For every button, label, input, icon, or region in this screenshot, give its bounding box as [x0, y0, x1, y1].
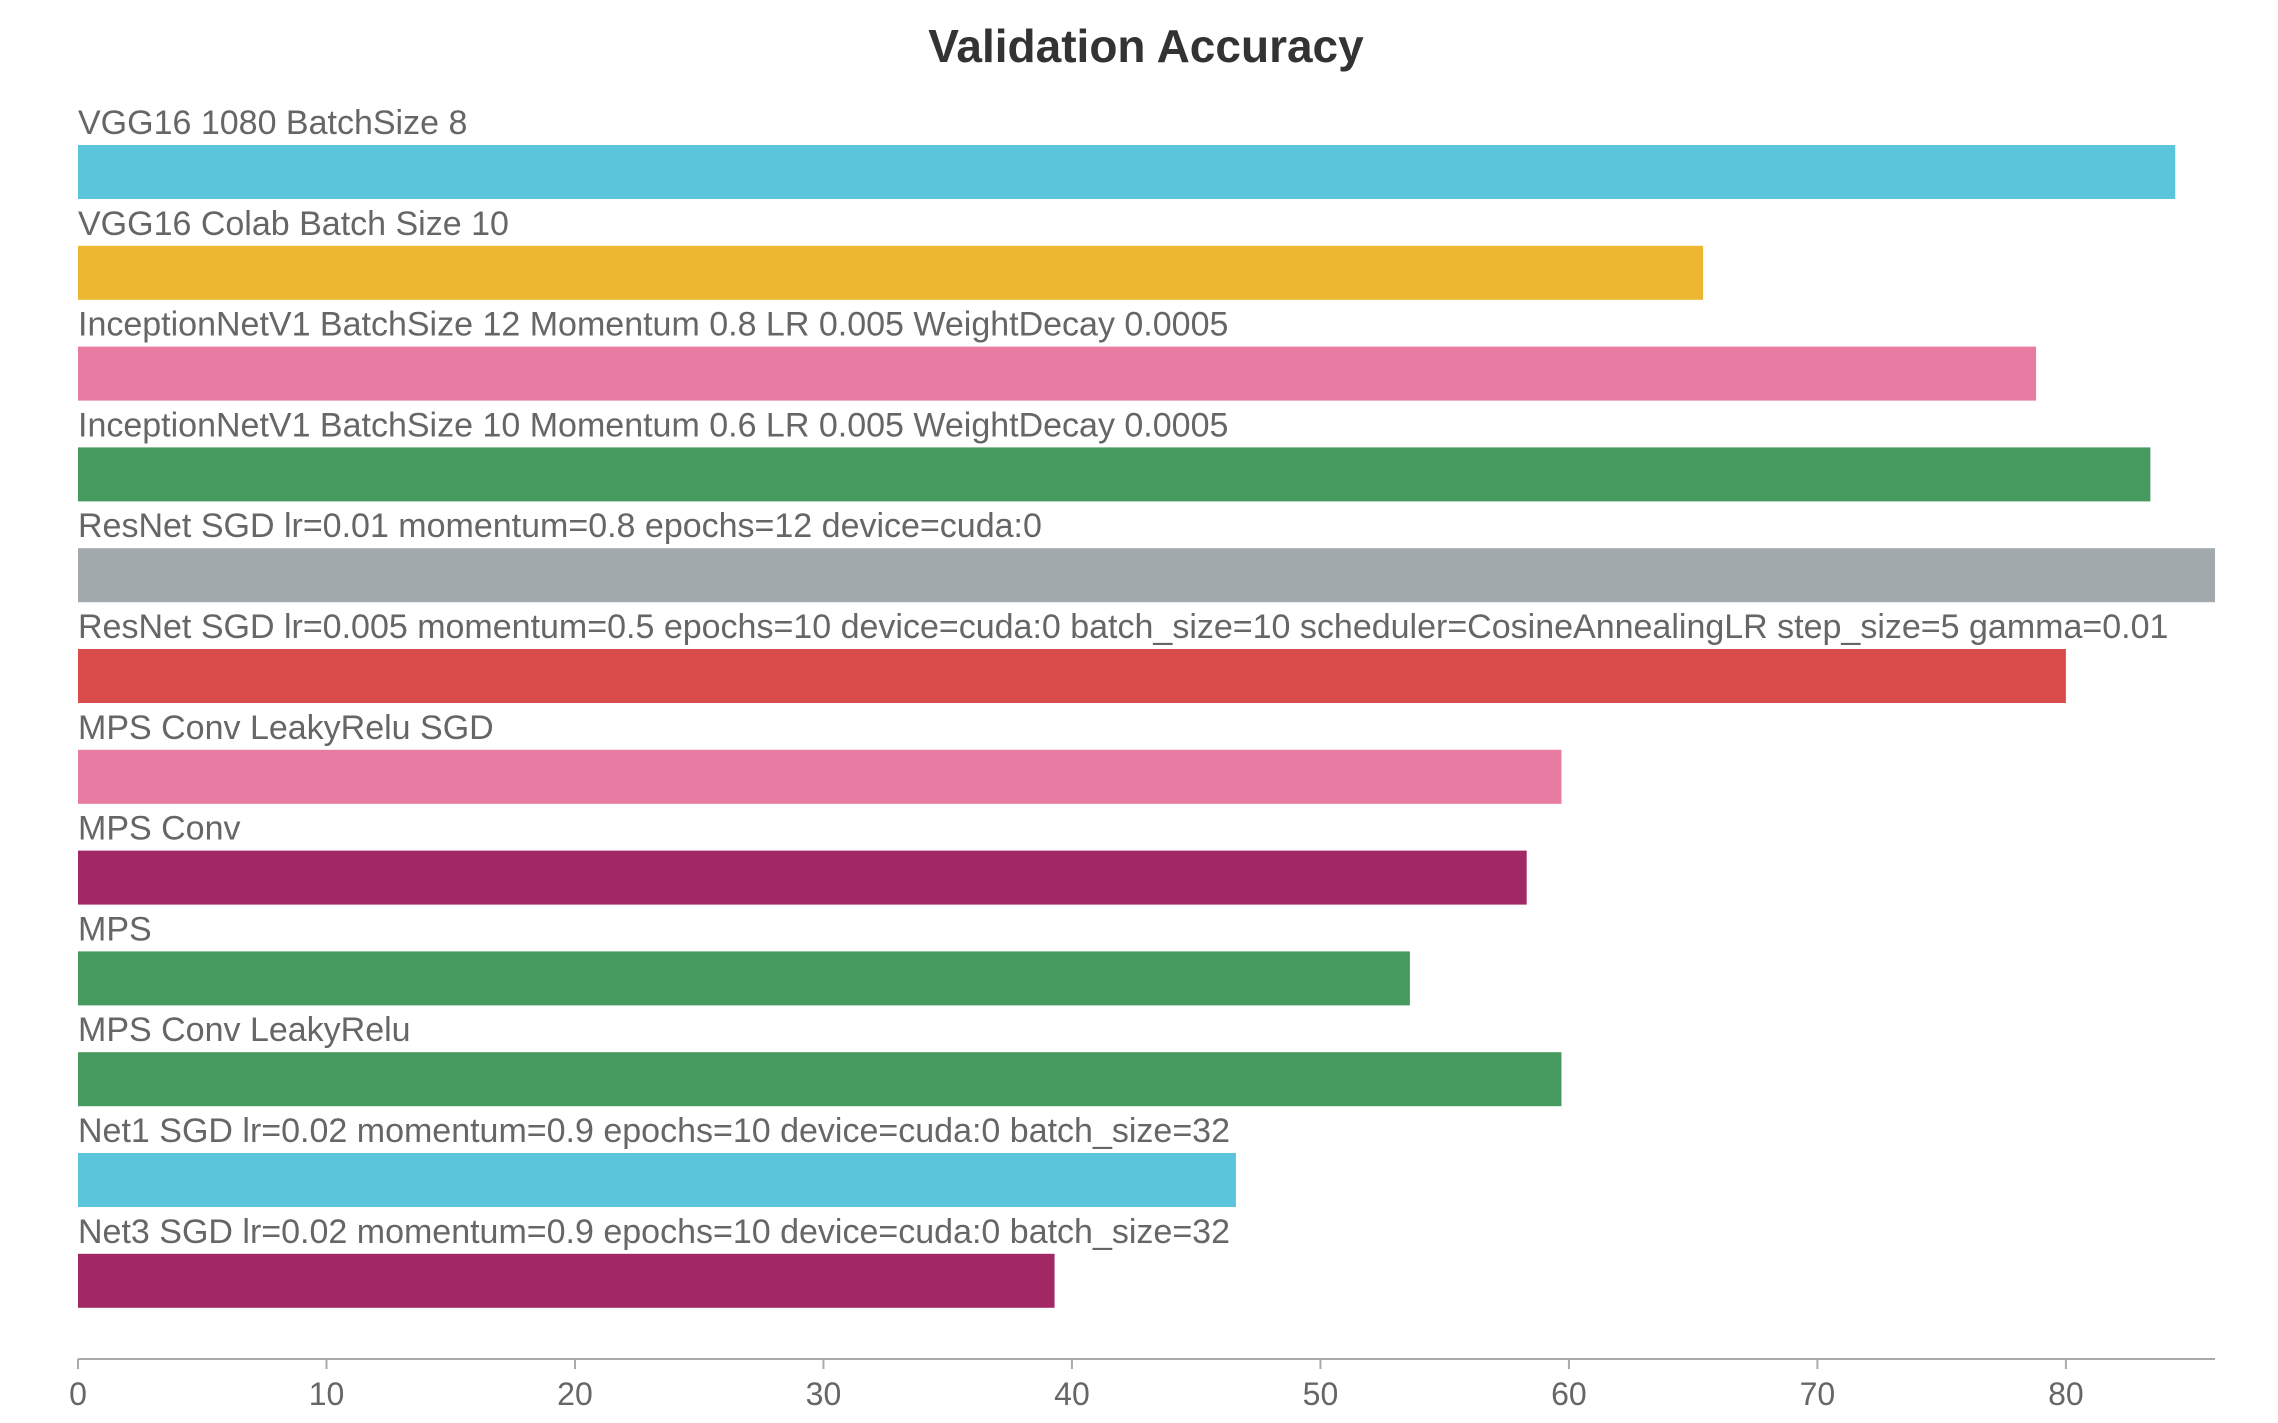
bar-label: ResNet SGD lr=0.005 momentum=0.5 epochs=…	[78, 608, 2168, 646]
bar[interactable]	[78, 1052, 1562, 1107]
x-tick-label: 60	[1551, 1376, 1587, 1412]
bar-label: InceptionNetV1 BatchSize 10 Momentum 0.6…	[78, 406, 1228, 444]
bar-label: Net3 SGD lr=0.02 momentum=0.9 epochs=10 …	[78, 1213, 1230, 1251]
bar-label: MPS Conv LeakyRelu	[78, 1011, 411, 1049]
bar[interactable]	[78, 145, 2176, 199]
bar[interactable]	[78, 447, 2151, 502]
bar[interactable]	[78, 548, 2215, 603]
bar-label: Net1 SGD lr=0.02 momentum=0.9 epochs=10 …	[78, 1112, 1230, 1150]
bar[interactable]	[78, 1253, 1055, 1308]
x-tick-label: 20	[557, 1376, 593, 1412]
bar-label: ResNet SGD lr=0.01 momentum=0.8 epochs=1…	[78, 507, 1042, 545]
chart-title: Validation Accuracy	[928, 20, 1364, 72]
bar-label: VGG16 Colab Batch Size 10	[78, 205, 509, 243]
bar[interactable]	[78, 749, 1562, 804]
bar[interactable]	[78, 850, 1527, 905]
bar[interactable]	[78, 1153, 1236, 1207]
x-tick-label: 50	[1303, 1376, 1339, 1412]
x-tick-label: 30	[806, 1376, 842, 1412]
bars-group: VGG16 1080 BatchSize 8 VGG16 Colab Batch …	[78, 104, 2215, 1308]
bar-label: MPS Conv	[78, 810, 241, 848]
bar-label: InceptionNetV1 BatchSize 12 Momentum 0.8…	[78, 306, 1228, 344]
bar[interactable]	[78, 951, 1410, 1006]
x-axis: 0 10 20 30 40 50 60 70 80	[69, 1358, 2215, 1412]
x-tick-label: 40	[1054, 1376, 1090, 1412]
x-tick-label: 0	[69, 1376, 87, 1412]
bar-label: MPS Conv LeakyRelu SGD	[78, 709, 494, 747]
x-tick-label: 70	[1800, 1376, 1836, 1412]
bar[interactable]	[78, 649, 2066, 703]
bar-label: MPS	[78, 910, 152, 948]
bar-label: VGG16 1080 BatchSize 8	[78, 104, 467, 142]
bar[interactable]	[78, 245, 1704, 300]
x-tick-label: 10	[309, 1376, 345, 1412]
bar[interactable]	[78, 346, 2037, 401]
x-tick-label: 80	[2048, 1376, 2084, 1412]
